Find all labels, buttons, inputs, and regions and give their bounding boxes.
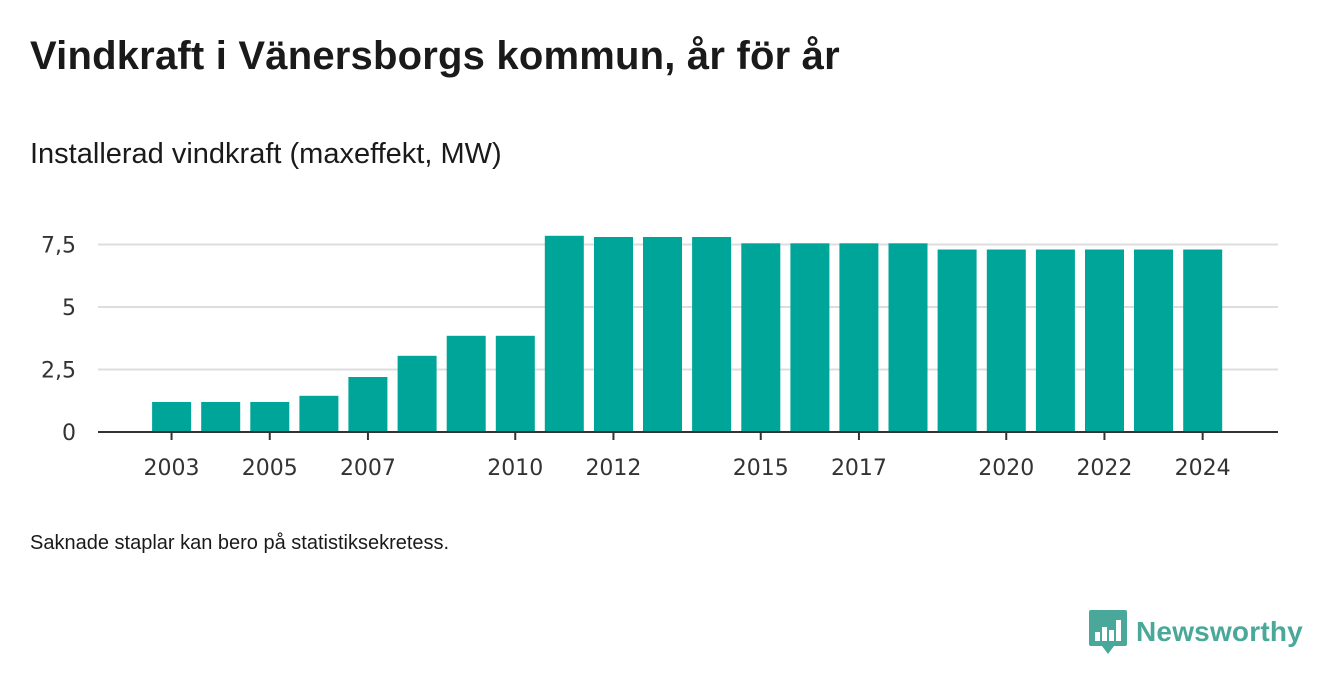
x-tick-label: 2022 [1076,456,1132,481]
chart-title: Vindkraft i Vänersborgs kommun, år för å… [30,34,840,78]
footnote: Saknade staplar kan bero på statistiksek… [30,532,450,554]
x-tick-label: 2007 [340,456,396,481]
bar-2024 [1183,249,1223,432]
brand-logo: Newsworthy [1088,608,1303,656]
y-tick-label: 5 [62,296,76,321]
y-tick-label: 0 [62,421,76,446]
bar-2004 [201,402,241,432]
bar-2013 [643,237,682,432]
bar-2005 [250,402,290,432]
bar-2020 [986,249,1026,432]
bar-2016 [790,243,830,433]
bar-2022 [1085,249,1124,432]
grid-lines [98,243,1278,371]
x-tick-label: 2012 [585,456,641,481]
bar-2007 [348,377,388,432]
bar-2017 [839,243,879,433]
x-tick-label: 2003 [144,456,200,481]
axes: 0 2,5 5 7,5 2003 2005 2007 2010 2012 2015 2017 2020… [41,234,1278,481]
x-tick-label: 2024 [1175,456,1231,481]
bar-2012 [594,237,633,432]
y-tick-label: 2,5 [41,359,76,384]
bar-2014 [692,237,732,432]
bar-2010 [495,335,535,433]
chart-subtitle: Installerad vindkraft (maxeffekt, MW) [30,138,502,170]
x-tick-label: 2010 [487,456,543,481]
bar-2019 [937,249,977,432]
x-tick-label: 2020 [978,456,1034,481]
y-tick-label: 7,5 [41,234,76,259]
brand-name: Newsworthy [1136,616,1303,647]
bar-2008 [397,355,437,433]
bar-2018 [888,243,928,433]
bar-2023 [1134,249,1173,432]
bar-2009 [446,335,486,433]
bars [152,235,1223,433]
bar-2006 [299,395,339,433]
newsworthy-chart-speech-bubble-icon [1089,610,1127,654]
x-tick-label: 2017 [831,456,887,481]
x-tick-label: 2015 [733,456,789,481]
bar-2003 [152,402,192,432]
bar-2021 [1035,249,1075,432]
x-tick-label: 2005 [242,456,298,481]
bar-2015 [741,243,781,433]
bar-chart: 0 2,5 5 7,5 2003 2005 2007 2010 2012 2015 2017 2020… [41,234,1278,481]
bar-2011 [544,235,584,433]
